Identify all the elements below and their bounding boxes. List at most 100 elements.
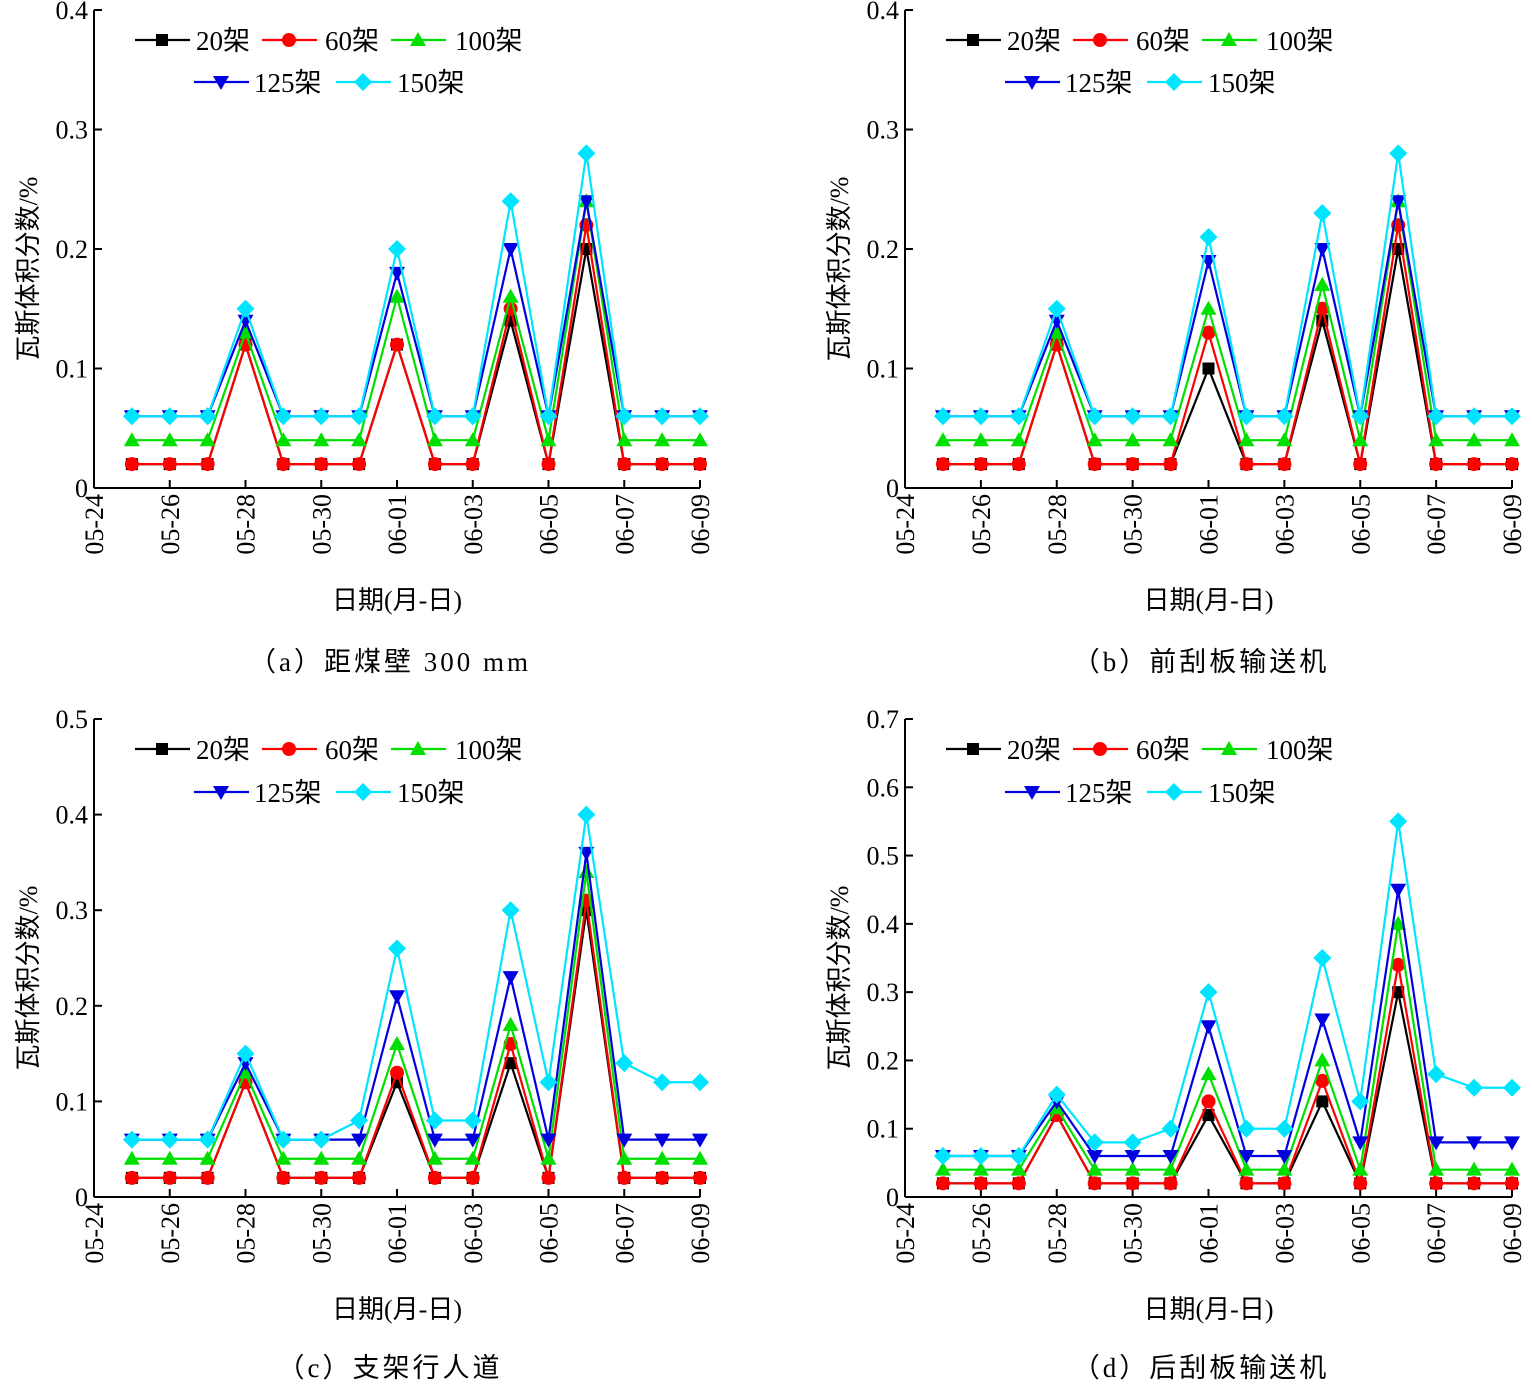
data-point [654,1133,671,1148]
data-point [1314,1052,1331,1067]
legend-marker [354,73,372,91]
data-point [1009,407,1028,426]
legend-marker [354,783,372,801]
data-point [351,432,368,447]
data-point [540,1150,557,1165]
data-point [426,1133,443,1148]
data-point [1504,432,1520,447]
y-tick-label: 0.1 [56,1087,89,1116]
legend-entry: 150架 [336,778,465,808]
legend-label: 125架 [254,778,322,808]
data-point [577,805,596,824]
x-axis-title: 日期(月-日) [332,1295,462,1324]
data-point [1351,407,1370,426]
data-point [1314,1013,1331,1028]
data-point [971,1147,990,1166]
data-point [615,1054,634,1073]
y-tick-label: 0.4 [867,0,900,25]
y-axis-title: 瓦斯体积分数/% [825,886,854,1071]
data-point [1124,1161,1141,1176]
series-100架 [123,863,708,1165]
data-point [692,1150,708,1165]
legend-marker [1024,76,1040,90]
legend-entry: 20架 [135,735,250,765]
x-tick-label: 05-30 [307,494,336,555]
y-tick-label: 0.3 [867,978,900,1007]
data-point [1276,432,1293,447]
data-point [934,432,951,447]
data-point [313,1150,330,1165]
legend-entry: 125架 [194,778,322,808]
series-150架 [122,144,709,426]
series-100架 [934,915,1520,1176]
data-point [1503,407,1521,426]
x-tick-label: 06-05 [1346,494,1375,555]
legend-entry: 150架 [1147,68,1276,98]
data-point [160,407,179,426]
data-point [1123,1133,1142,1152]
data-point [1466,1136,1483,1151]
data-point [1161,1119,1180,1138]
data-point [972,432,989,447]
data-point [1048,324,1065,339]
data-point [426,432,443,447]
data-point [1467,1176,1482,1191]
legend-marker [1165,783,1183,801]
data-point [463,1111,482,1130]
data-point [692,432,708,447]
x-tick-label: 06-07 [610,1203,639,1264]
data-point [388,240,406,258]
series-line [942,153,1512,418]
data-point [1390,915,1407,930]
y-axis-title: 瓦斯体积分数/% [825,177,854,362]
data-point [122,407,141,426]
data-point [1314,276,1331,291]
data-point [1161,407,1180,426]
data-point [274,407,293,426]
legend-label: 125架 [1065,778,1133,808]
data-point [1353,1176,1368,1191]
data-point [314,1170,329,1185]
legend-entry: 100架 [1202,735,1334,765]
legend-label: 100架 [1266,735,1334,765]
data-point [389,990,405,1005]
data-point [427,1170,442,1185]
series-line [131,201,700,442]
data-point [934,1161,951,1176]
data-point [1201,325,1216,340]
data-point [1237,407,1256,426]
legend-marker [1093,742,1107,756]
data-point [1239,1176,1254,1191]
legend-entry: 125架 [1005,68,1133,98]
x-tick-label: 06-03 [1270,494,1299,555]
legend-label: 150架 [397,778,465,808]
data-point [1086,1150,1103,1165]
legend-label: 150架 [1208,68,1276,98]
data-point [973,1176,988,1191]
x-tick-label: 06-07 [610,494,639,555]
y-tick-label: 0.4 [56,801,89,830]
series-line [942,224,1512,466]
data-point [502,971,519,986]
y-tick-label: 0.3 [56,896,89,925]
x-tick-label: 06-05 [1346,1203,1375,1264]
x-tick-label: 05-28 [1043,1203,1072,1264]
series-line [131,852,700,1141]
data-point [616,1150,633,1165]
x-tick-label: 05-26 [156,494,185,555]
data-point [655,457,670,472]
data-point [1466,1161,1483,1176]
legend-marker [282,33,296,47]
data-point [1124,432,1141,447]
data-point [1202,1109,1215,1122]
data-point [1467,457,1482,472]
data-point [539,1073,558,1092]
x-tick-label: 05-30 [307,1203,336,1264]
data-point [1504,1161,1520,1176]
data-point [425,1111,444,1130]
series-line [942,889,1512,1158]
data-point [654,432,671,447]
data-point [1010,1161,1027,1176]
data-point [653,407,672,426]
data-point [540,1133,557,1148]
